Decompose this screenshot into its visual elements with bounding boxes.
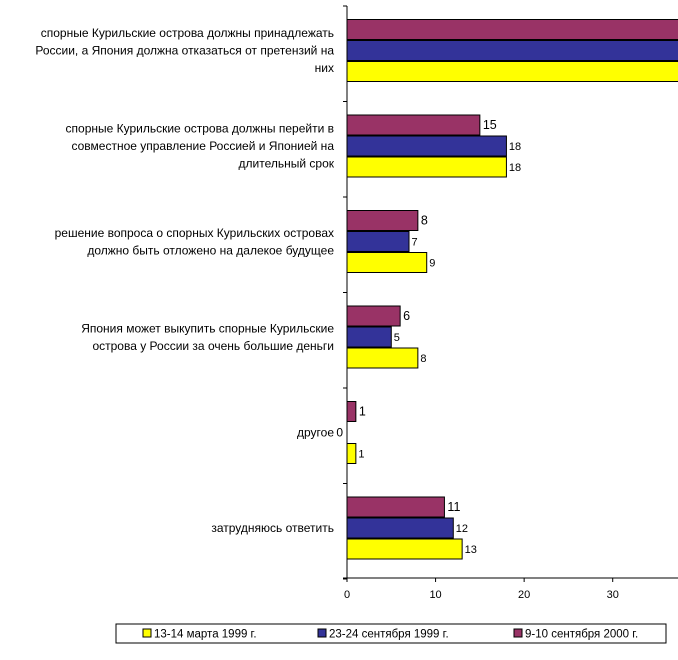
- x-tick-label: 0: [344, 589, 350, 601]
- category-label-3: Япония может выкупить спорные Курильские…: [81, 321, 334, 353]
- category-label-1: спорные Курильские острова должны перейт…: [66, 122, 335, 171]
- data-label-2-series-2: 8: [421, 214, 428, 228]
- category-label-0: спорные Курильские острова должны принад…: [35, 26, 334, 75]
- data-label-1-series-0: 18: [509, 162, 521, 174]
- bar-4-series-0: [346, 443, 357, 464]
- data-label-4-series-2: 1: [359, 405, 366, 419]
- legend-swatch-0: [142, 628, 152, 638]
- bar-0-series-2: [346, 19, 678, 40]
- data-label-5-series-0: 13: [465, 544, 477, 556]
- bar-2-series-2: [346, 210, 419, 231]
- legend-swatch-1: [317, 628, 327, 638]
- bar-2-series-1: [346, 231, 410, 252]
- legend-swatch-2: [513, 628, 523, 638]
- bar-3-series-0: [346, 347, 419, 369]
- x-tick-label: 10: [429, 589, 441, 601]
- data-label-3-series-0: 8: [420, 353, 426, 365]
- data-label-1-series-2: 15: [483, 118, 497, 132]
- bar-5-series-2: [346, 496, 445, 518]
- x-tick-label: 30: [607, 589, 619, 601]
- data-label-1-series-1: 18: [509, 141, 521, 153]
- legend-label-2: 9-10 сентября 2000 г.: [525, 629, 638, 641]
- category-label-4: другое: [297, 426, 334, 440]
- legend-box: [115, 623, 667, 644]
- category-label-2: решение вопроса о спорных Курильских ост…: [55, 226, 335, 258]
- bar-3-series-1: [346, 326, 392, 348]
- bar-2-series-0: [346, 252, 428, 273]
- bar-1-series-0: [346, 156, 507, 178]
- axes: 010203040506070: [343, 5, 678, 601]
- bar-0-series-0: [346, 61, 678, 82]
- legend: 13-14 марта 1999 г. 23-24 сентября 1999 г…: [115, 623, 667, 644]
- legend-label-0: 13-14 марта 1999 г.: [154, 629, 257, 641]
- category-labels: спорные Курильские острова должны принад…: [35, 26, 334, 535]
- bar-5-series-0: [346, 538, 463, 560]
- data-label-5-series-1: 12: [456, 523, 468, 535]
- data-label-4-series-0: 1: [358, 449, 364, 461]
- data-label-3-series-1: 5: [394, 332, 400, 344]
- legend-label-1: 23-24 сентября 1999 г.: [329, 629, 449, 641]
- bar-4-series-2: [346, 401, 357, 422]
- bars-layer: 595247151818879658101111213: [336, 19, 678, 560]
- data-label-3-series-2: 6: [403, 309, 410, 323]
- x-tick-label: 20: [518, 589, 530, 601]
- bar-1-series-1: [346, 135, 507, 157]
- bar-3-series-2: [346, 305, 401, 327]
- data-label-2-series-0: 9: [429, 258, 435, 270]
- data-label-2-series-1: 7: [411, 237, 417, 249]
- category-label-5: затрудняюсь ответить: [211, 521, 334, 535]
- bar-0-series-1: [346, 40, 678, 61]
- data-label-5-series-2: 11: [447, 500, 460, 514]
- bar-5-series-1: [346, 517, 454, 539]
- bar-1-series-2: [346, 114, 481, 136]
- data-label-4-series-1: 0: [336, 426, 343, 440]
